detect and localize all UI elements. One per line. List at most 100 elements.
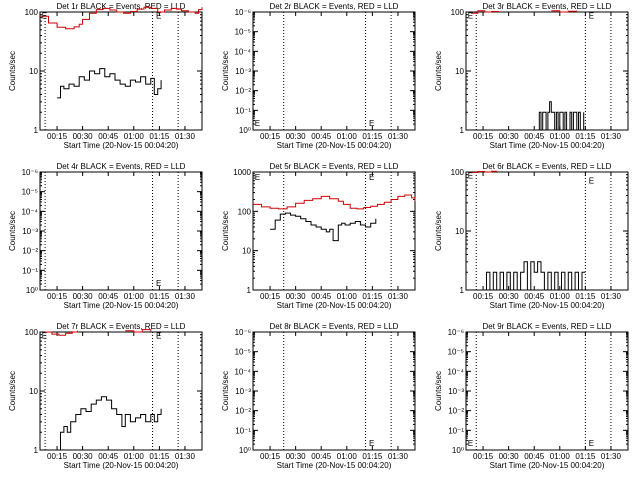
y-tick-label: 10⁻³ (22, 227, 38, 236)
y-tick-label: 1 (460, 286, 465, 295)
y-axis-label: Counts/sec (434, 211, 443, 251)
chart-title: Det 3r BLACK = Events, RED = LLD (483, 2, 612, 11)
x-tick-label: 01:30 (388, 292, 409, 301)
x-tick-label: 01:00 (550, 292, 571, 301)
x-tick-label: 00:45 (524, 132, 545, 141)
y-tick-label: 10⁻⁶ (235, 8, 251, 17)
y-tick-label: 10⁰ (452, 446, 464, 455)
x-tick-label: 01:30 (601, 292, 622, 301)
y-tick-label: 1000 (233, 168, 251, 177)
x-tick-label: 01:15 (149, 452, 170, 461)
x-tick-label: 01:30 (175, 292, 196, 301)
x-tick-label: 01:15 (149, 132, 170, 141)
x-tick-label: 00:30 (73, 292, 94, 301)
y-tick-label: 100 (451, 168, 465, 177)
x-axis-label: Start Time (20-Nov-15 00:04:20) (490, 461, 605, 470)
plot-frame (252, 11, 416, 131)
y-tick-label: 10 (455, 67, 464, 76)
y-axis-label: Counts/sec (8, 211, 17, 251)
x-tick-label: 01:15 (575, 132, 596, 141)
x-tick-label: 01:15 (575, 292, 596, 301)
chart-title: Det 9r BLACK = Events, RED = LLD (483, 322, 612, 331)
plot-frame (39, 171, 203, 291)
x-axis-label: Start Time (20-Nov-15 00:04:20) (277, 461, 392, 470)
chart-title: Det 1r BLACK = Events, RED = LLD (57, 2, 186, 11)
marker-letter: E (369, 119, 374, 128)
y-tick-label: 10⁻⁵ (22, 188, 38, 197)
y-tick-label: 10⁻¹ (235, 426, 251, 435)
x-tick-label: 01:30 (388, 452, 409, 461)
x-tick-label: 01:00 (124, 132, 145, 141)
x-tick-label: 00:15 (47, 132, 68, 141)
series-line-lld (471, 10, 499, 14)
x-tick-label: 00:30 (73, 132, 94, 141)
plot-frame (465, 11, 629, 131)
plot-frame (252, 331, 416, 451)
x-tick-label: 00:45 (524, 452, 545, 461)
detector-chart-1: Det 1r BLACK = Events, RED = LLD 00:15 00:… (8, 2, 203, 150)
y-axis-label: Counts/sec (8, 51, 17, 91)
series-line-events (270, 212, 377, 242)
y-tick-label: 1 (247, 286, 252, 295)
marker-letter: E (589, 176, 594, 185)
y-tick-label: 10⁻⁴ (21, 207, 38, 216)
y-tick-label: 10 (455, 227, 464, 236)
x-tick-label: 01:30 (175, 452, 196, 461)
x-tick-label: 00:15 (47, 292, 68, 301)
x-tick-label: 01:00 (124, 292, 145, 301)
x-tick-label: 00:30 (499, 452, 520, 461)
marker-letter: E (255, 173, 260, 182)
series-line-lld (471, 170, 498, 173)
y-axis-label: Counts/sec (434, 51, 443, 91)
y-tick-label: 10 (29, 387, 38, 396)
y-tick-label: 10 (242, 247, 251, 256)
x-tick-label: 00:30 (499, 292, 520, 301)
x-tick-label: 01:15 (575, 452, 596, 461)
x-tick-label: 00:45 (98, 452, 119, 461)
y-tick-label: 10⁻⁶ (448, 328, 464, 337)
x-tick-label: 00:15 (260, 292, 281, 301)
marker-letter: E (369, 173, 374, 182)
detector-chart-2: Det 2r BLACK = Events, RED = LLD 00:15 00:… (221, 2, 416, 150)
marker-letter: E (255, 119, 260, 128)
series-line-lld (551, 10, 578, 13)
x-tick-label: 00:30 (499, 132, 520, 141)
plot-frame (39, 11, 203, 131)
x-tick-label: 01:15 (362, 292, 383, 301)
series-line-lld (125, 329, 152, 333)
x-tick-label: 00:30 (286, 452, 307, 461)
marker-letter: E (468, 12, 473, 21)
x-axis-label: Start Time (20-Nov-15 00:04:20) (277, 301, 392, 310)
detector-chart-5: Det 5r BLACK = Events, RED = LLD 00:15 00:… (221, 162, 416, 310)
series-line-events (57, 68, 162, 99)
y-tick-label: 10⁻² (235, 87, 251, 96)
x-axis-label: Start Time (20-Nov-15 00:04:20) (64, 301, 179, 310)
x-tick-label: 01:30 (175, 132, 196, 141)
series-line-lld (45, 330, 78, 336)
marker-letter: E (156, 332, 161, 341)
x-tick-label: 00:15 (260, 452, 281, 461)
x-axis-label: Start Time (20-Nov-15 00:04:20) (490, 301, 605, 310)
plot-frame (465, 331, 629, 451)
x-tick-label: 00:30 (286, 132, 307, 141)
marker-letter: E (42, 12, 47, 21)
chart-title: Det 6r BLACK = Events, RED = LLD (483, 162, 612, 171)
x-tick-label: 01:00 (337, 452, 358, 461)
x-axis-label: Start Time (20-Nov-15 00:04:20) (64, 461, 179, 470)
y-tick-label: 10 (29, 67, 38, 76)
y-tick-label: 10⁻² (448, 407, 464, 416)
y-tick-label: 100 (238, 207, 252, 216)
detector-chart-9: Det 9r BLACK = Events, RED = LLD 00:15 00:… (434, 322, 629, 470)
marker-letter: E (369, 439, 374, 448)
y-tick-label: 10⁻⁶ (235, 328, 251, 337)
y-axis-label: Counts/sec (221, 211, 230, 251)
x-tick-label: 01:00 (337, 132, 358, 141)
marker-letter: E (156, 279, 161, 288)
x-tick-label: 01:30 (601, 132, 622, 141)
series-line-events (57, 396, 162, 451)
x-tick-label: 00:45 (524, 292, 545, 301)
y-tick-label: 10⁻¹ (235, 106, 251, 115)
y-tick-label: 10⁻⁴ (234, 47, 251, 56)
y-tick-label: 100 (451, 8, 465, 17)
x-tick-label: 00:15 (473, 132, 494, 141)
